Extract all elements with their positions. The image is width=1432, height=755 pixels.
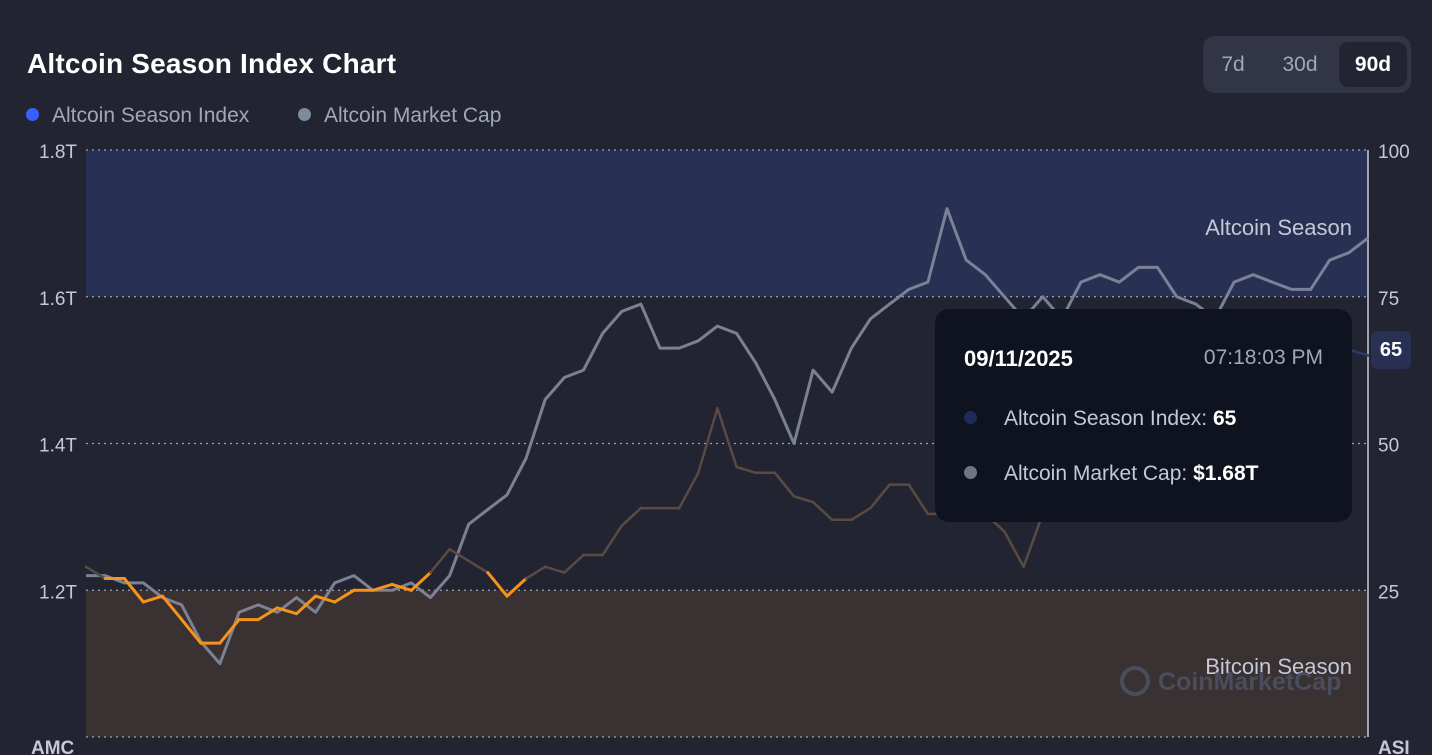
legend-dot-icon bbox=[26, 107, 39, 121]
left-axis-tick: 1.2T bbox=[39, 582, 77, 603]
altcoin-season-index-segment bbox=[1022, 512, 1044, 569]
altcoin-season-index-segment bbox=[811, 500, 834, 522]
right-axis-tick: 75 bbox=[1378, 289, 1399, 310]
legend-dot-icon bbox=[298, 107, 311, 121]
altcoin-season-index-segment bbox=[467, 559, 490, 574]
left-axis-tick: 1.4T bbox=[39, 436, 77, 457]
altcoin-season-index-segment bbox=[84, 565, 107, 580]
altcoin-season-index-segment bbox=[218, 618, 241, 645]
altcoin-season-index-segment bbox=[1347, 348, 1370, 357]
altcoin-season-index-segment bbox=[792, 495, 815, 504]
altcoin-season-index-segment bbox=[333, 588, 356, 604]
legend-item-index[interactable]: Altcoin Season Index bbox=[26, 104, 249, 128]
altcoin-season-index-segment bbox=[563, 553, 585, 574]
altcoin-season-index-segment bbox=[390, 582, 413, 592]
altcoin-season-index-segment bbox=[869, 483, 891, 510]
altcoin-season-index-segment bbox=[141, 594, 164, 604]
coinmarketcap-logo-icon bbox=[1120, 666, 1150, 697]
current-value-badge: 65 bbox=[1371, 331, 1411, 369]
tooltip-dot-icon bbox=[964, 465, 977, 479]
tooltip-value: 65 bbox=[1212, 407, 1237, 430]
altcoin-season-index-segment bbox=[448, 547, 470, 563]
tooltip-label: Altcoin Market Cap: bbox=[1004, 462, 1188, 485]
altcoin-season-index-segment bbox=[409, 571, 432, 592]
range-30d-button[interactable]: 30d bbox=[1282, 53, 1318, 76]
altcoin-season-index-segment bbox=[1003, 530, 1025, 569]
tooltip-value: $1.68T bbox=[1193, 462, 1259, 485]
bitcoin-season-label: Bitcoin Season bbox=[1205, 654, 1352, 679]
altcoin-season-index-segment bbox=[620, 506, 643, 527]
altcoin-market-cap-line bbox=[86, 207, 1369, 666]
tooltip-label: Altcoin Season Index: bbox=[1004, 407, 1208, 430]
watermark-text: CoinMarketCap bbox=[1158, 668, 1342, 696]
altcoin-season-index-segment bbox=[773, 471, 796, 498]
altcoin-season-label: Altcoin Season bbox=[1205, 215, 1352, 240]
altcoin-season-index-segment bbox=[429, 547, 451, 574]
left-axis-tick: 1.6T bbox=[39, 289, 77, 310]
legend-item-marketcap[interactable]: Altcoin Market Cap bbox=[298, 104, 501, 128]
altcoin-season-index-segment bbox=[716, 407, 738, 469]
axis-ticks: 1.8T 1.6T 1.4T 1.2T 100 75 50 25 bbox=[39, 142, 1410, 603]
altcoin-season-zone bbox=[86, 150, 1368, 297]
right-axis-tick: 25 bbox=[1378, 582, 1399, 603]
altcoin-season-index-segment bbox=[677, 471, 700, 510]
altcoin-season-index-segment bbox=[275, 606, 298, 616]
right-axis-tick: 100 bbox=[1378, 142, 1410, 163]
coinmarketcap-watermark: CoinMarketCap bbox=[1120, 666, 1342, 698]
altcoin-season-index-segment bbox=[371, 582, 394, 592]
altcoin-season-index-segment bbox=[850, 506, 872, 522]
altcoin-season-index-segment bbox=[601, 524, 624, 557]
left-axis-tick: 1.8T bbox=[39, 142, 77, 163]
chart-tooltip: 09/11/2025 07:18:03 PM Altcoin Season In… bbox=[935, 309, 1352, 522]
altcoin-season-index-segment bbox=[295, 594, 318, 616]
altcoin-season-index-segment bbox=[486, 571, 509, 598]
range-90d-button[interactable]: 90d bbox=[1339, 42, 1407, 87]
altcoin-season-index-segment bbox=[180, 618, 203, 645]
legend-label: Altcoin Market Cap bbox=[324, 104, 502, 127]
page-title: Altcoin Season Index Chart bbox=[27, 48, 397, 79]
tooltip-row-marketcap: Altcoin Market Cap: $1.68T bbox=[964, 462, 1258, 486]
altcoin-season-index-segment bbox=[505, 577, 528, 598]
tooltip-row-index: Altcoin Season Index: 65 bbox=[964, 407, 1236, 431]
right-axis-tick: 50 bbox=[1378, 436, 1399, 457]
altcoin-season-index-segment bbox=[543, 565, 566, 574]
range-7d-button[interactable]: 7d bbox=[1221, 53, 1245, 76]
tooltip-time: 07:18:03 PM bbox=[1203, 346, 1323, 369]
right-axis-name: ASI bbox=[1378, 738, 1410, 755]
bitcoin-season-zone bbox=[86, 590, 1368, 737]
altcoin-season-index-segment bbox=[735, 465, 757, 475]
left-axis-name: AMC bbox=[31, 738, 75, 755]
altcoin-season-index-segment bbox=[697, 407, 719, 475]
legend-label: Altcoin Season Index bbox=[52, 104, 250, 127]
altcoin-season-index-segment bbox=[161, 594, 184, 622]
altcoin-season-index-segment bbox=[907, 483, 930, 516]
time-range-selector: 7d 30d 90d bbox=[1203, 36, 1411, 93]
altcoin-season-index-segment bbox=[524, 565, 547, 580]
altcoin-season-index-segment bbox=[122, 577, 145, 604]
altcoin-season-index-segment bbox=[314, 594, 337, 604]
tooltip-date: 09/11/2025 bbox=[964, 346, 1073, 371]
altcoin-season-index-segment bbox=[256, 606, 279, 622]
tooltip-dot-icon bbox=[964, 410, 977, 424]
